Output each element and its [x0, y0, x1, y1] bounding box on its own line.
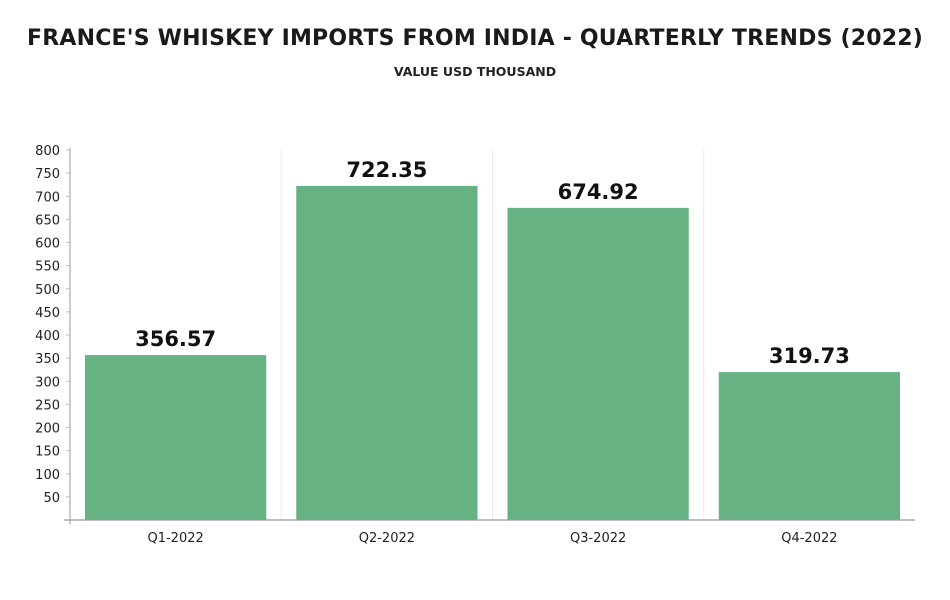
data-label: 319.73	[769, 344, 850, 368]
bar	[85, 355, 267, 520]
bar	[296, 185, 478, 520]
y-tick-label: 100	[35, 468, 60, 483]
y-tick-label: 150	[35, 445, 60, 460]
chart-subtitle: VALUE USD THOUSAND	[393, 64, 557, 79]
x-tick-label: Q1-2022	[147, 531, 203, 546]
bar	[507, 207, 689, 521]
data-label: 674.92	[558, 180, 639, 204]
y-tick-label: 350	[35, 352, 60, 367]
y-tick-label: 700	[35, 190, 60, 205]
category-separators	[280, 150, 705, 520]
data-label: 356.57	[135, 327, 216, 351]
y-tick-label: 500	[35, 283, 60, 298]
y-tick-label: 250	[35, 398, 60, 413]
chart-title: FRANCE'S WHISKEY IMPORTS FROM INDIA - QU…	[26, 26, 924, 51]
y-tick-label: 450	[35, 306, 60, 321]
y-tick-label: 600	[35, 237, 60, 252]
y-tick-label: 200	[35, 422, 60, 437]
bar	[718, 372, 900, 520]
data-labels-group: 356.57 722.35 674.92 319.73	[135, 158, 850, 368]
y-tick-label: 50	[43, 491, 60, 506]
data-label: 722.35	[346, 158, 427, 182]
y-tick-label: 750	[35, 167, 60, 182]
x-tick-label: Q4-2022	[781, 531, 837, 546]
bars-group	[85, 185, 900, 521]
y-tick-label: 300	[35, 375, 60, 390]
y-tick-label: 650	[35, 213, 60, 228]
x-tick-label: Q2-2022	[359, 531, 415, 546]
y-tick-label: 400	[35, 329, 60, 344]
y-axis: 50 100 150 200 250 300 350 400 450 500 550 600 650 70…	[35, 144, 71, 524]
x-axis: Q1-2022 Q2-2022 Q3-2022 Q4-2022	[64, 519, 915, 546]
x-tick-label: Q3-2022	[570, 531, 626, 546]
y-tick-label: 800	[35, 144, 60, 159]
y-tick-label: 550	[35, 260, 60, 275]
